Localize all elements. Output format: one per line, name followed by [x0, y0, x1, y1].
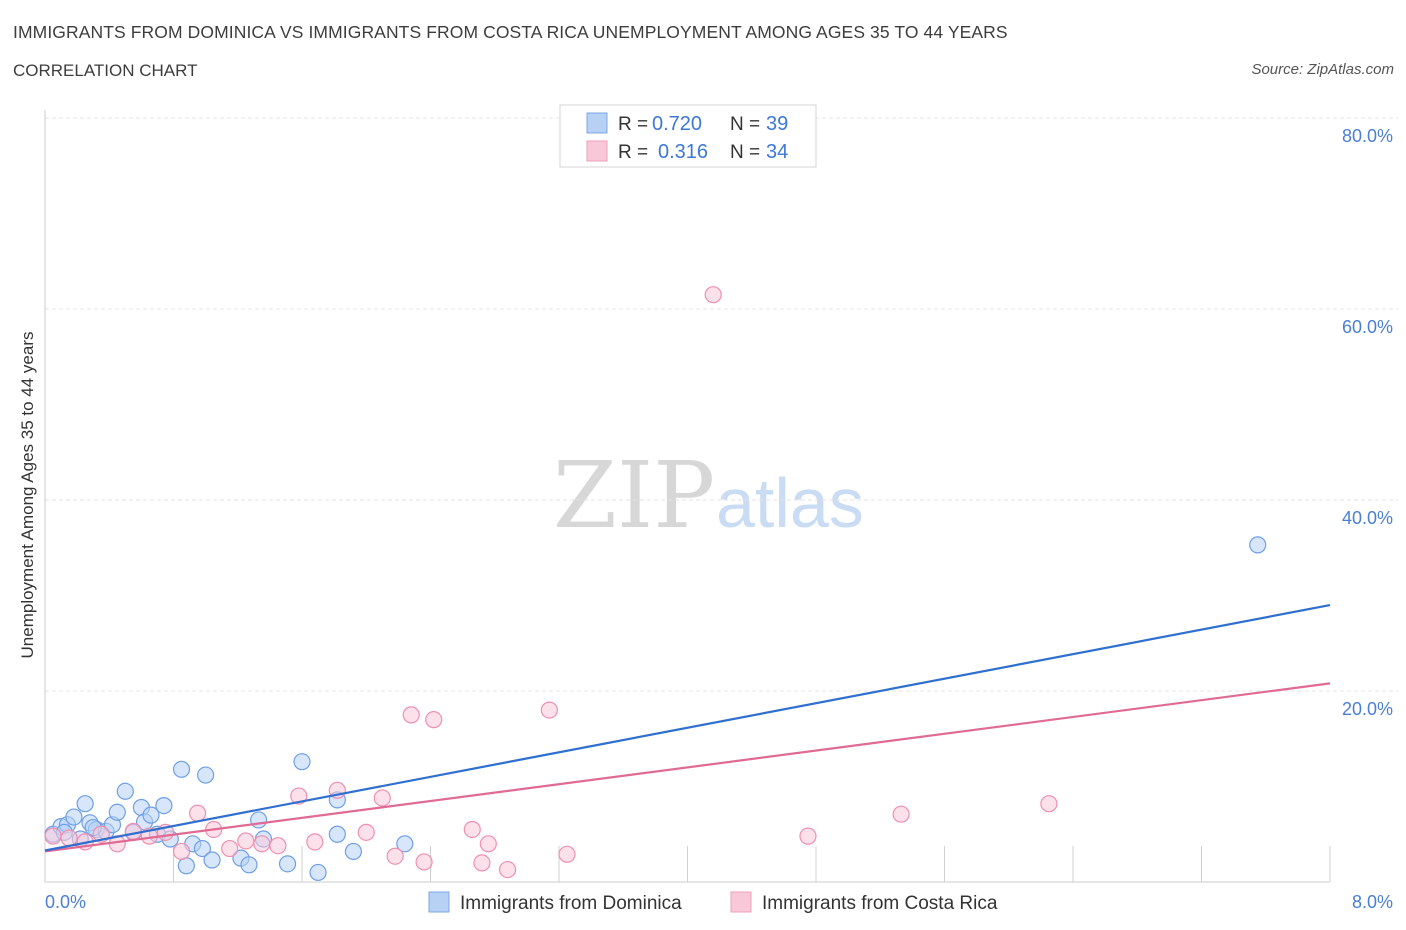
- data-point-dominica: [65, 808, 83, 826]
- data-point-costa-rica: [479, 835, 497, 853]
- data-point-dominica: [76, 795, 94, 813]
- gridlines: [45, 117, 1398, 692]
- data-point-costa-rica: [124, 822, 142, 840]
- data-point-dominica: [309, 863, 327, 882]
- y-tick-label: 60.0%: [1342, 317, 1393, 337]
- data-point-dominica: [116, 782, 134, 800]
- data-point-costa-rica: [172, 842, 191, 861]
- series-costa-rica-points: [44, 286, 1058, 879]
- x-tick-label: 8.0%: [1352, 892, 1393, 912]
- bottom-legend-label-dominica: Immigrants from Dominica: [460, 893, 682, 914]
- legend-r-label: R =: [618, 142, 648, 163]
- chart-subtitle: CORRELATION CHART: [13, 61, 198, 80]
- data-point-dominica: [155, 796, 173, 815]
- legend-r-value-costa-rica: 0.316: [658, 141, 708, 163]
- data-point-dominica: [193, 839, 212, 858]
- x-tick-labels: 0.0% 8.0%: [45, 892, 1393, 912]
- legend-n-label: N =: [730, 114, 760, 135]
- y-tick-label: 20.0%: [1342, 699, 1393, 719]
- data-point-costa-rica: [386, 847, 404, 865]
- data-point-costa-rica: [1040, 795, 1058, 813]
- data-point-dominica: [177, 857, 195, 875]
- y-tick-label: 80.0%: [1342, 126, 1393, 146]
- legend-r-label: R =: [618, 114, 648, 135]
- y-axis-title: Unemployment Among Ages 35 to 44 years: [18, 332, 37, 659]
- legend-swatch-dominica: [586, 112, 608, 134]
- y-tick-labels: 20.0% 40.0% 60.0% 80.0%: [1342, 126, 1393, 719]
- data-point-dominica: [396, 835, 414, 853]
- data-point-costa-rica: [188, 804, 207, 822]
- watermark-zip: ZIP: [553, 442, 715, 549]
- data-point-dominica: [108, 803, 126, 821]
- data-point-dominica: [1249, 536, 1267, 554]
- data-point-costa-rica: [463, 820, 481, 839]
- data-point-dominica: [197, 766, 215, 784]
- data-point-dominica: [250, 811, 268, 829]
- data-point-costa-rica: [415, 853, 433, 871]
- data-point-costa-rica: [306, 833, 324, 851]
- bottom-legend-label-costa-rica: Immigrants from Costa Rica: [762, 893, 998, 914]
- series-legend: Immigrants from Dominica Immigrants from…: [428, 891, 998, 914]
- series-dominica-points: [44, 536, 1267, 882]
- data-point-dominica: [344, 842, 362, 861]
- legend-n-value-dominica: 39: [766, 113, 788, 135]
- chart-title: IMMIGRANTS FROM DOMINICA VS IMMIGRANTS F…: [13, 22, 1008, 42]
- data-point-costa-rica: [44, 827, 62, 845]
- bottom-legend-swatch-costa-rica: [730, 891, 752, 913]
- data-point-costa-rica: [799, 827, 817, 845]
- data-point-costa-rica: [558, 845, 576, 863]
- legend-n-label: N =: [730, 142, 760, 163]
- data-point-dominica: [240, 856, 258, 874]
- data-point-costa-rica: [425, 711, 443, 729]
- data-point-dominica: [278, 855, 297, 873]
- trend-line-costa-rica: [44, 682, 1331, 853]
- data-point-costa-rica: [892, 805, 910, 823]
- source-credit: Source: ZipAtlas.com: [1251, 61, 1394, 78]
- data-point-costa-rica: [221, 839, 239, 858]
- data-point-costa-rica: [704, 286, 722, 304]
- data-point-dominica: [328, 825, 346, 843]
- data-point-costa-rica: [357, 823, 375, 841]
- x-tick-label: 0.0%: [45, 892, 86, 912]
- data-point-costa-rica: [237, 832, 255, 850]
- data-point-dominica: [142, 806, 160, 824]
- trend-line-dominica: [44, 603, 1331, 852]
- correlation-legend: R = 0.720 N = 39 R = 0.316 N = 34: [559, 104, 817, 168]
- data-point-costa-rica: [290, 787, 308, 805]
- data-point-costa-rica: [402, 706, 420, 724]
- data-point-dominica: [172, 760, 191, 778]
- trend-lines: [44, 603, 1331, 853]
- data-point-costa-rica: [473, 854, 491, 872]
- data-point-costa-rica: [540, 701, 558, 719]
- legend-r-value-dominica: 0.720: [652, 113, 702, 135]
- bottom-legend-swatch-dominica: [428, 891, 450, 913]
- data-point-dominica: [203, 851, 221, 869]
- data-point-dominica: [293, 753, 311, 771]
- data-point-costa-rica: [60, 829, 78, 847]
- watermark-atlas: atlas: [716, 464, 864, 542]
- legend-n-value-costa-rica: 34: [766, 141, 788, 163]
- data-point-costa-rica: [269, 837, 287, 855]
- data-point-costa-rica: [253, 835, 271, 853]
- data-point-costa-rica: [373, 789, 391, 807]
- data-point-costa-rica: [499, 860, 517, 879]
- legend-swatch-costa-rica: [586, 140, 608, 162]
- y-tick-label: 40.0%: [1342, 508, 1393, 528]
